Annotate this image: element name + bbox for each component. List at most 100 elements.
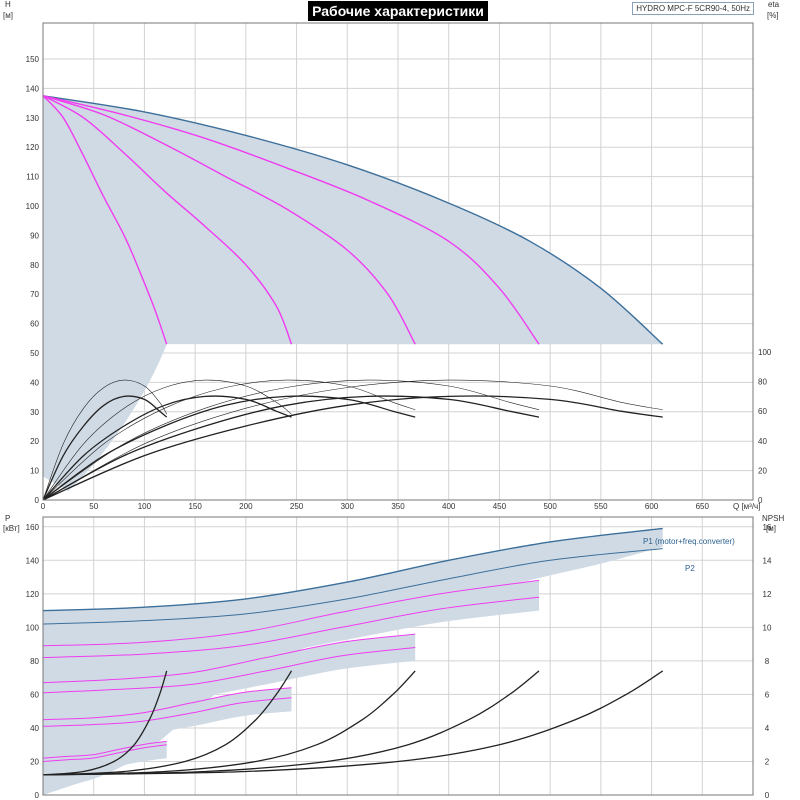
efficiency-curve: [42, 395, 416, 501]
head-envelope-area: [43, 95, 663, 492]
y-tick-label-p: 40: [30, 724, 39, 733]
y-tick-label-h: 150: [26, 55, 40, 64]
y-tick-label-p: 160: [26, 523, 40, 532]
y-tick-label-h: 10: [30, 467, 39, 476]
efficiency-curve: [42, 395, 292, 501]
efficiency-curve: [42, 379, 167, 501]
y-tick-label-p: 60: [30, 690, 39, 699]
y-tick-label-npsh: 6: [765, 690, 770, 699]
npsh-curve: [42, 670, 416, 776]
y-tick-label-h: 60: [30, 320, 39, 329]
power-stage-curve: [42, 579, 540, 647]
x-tick-label: 50: [89, 502, 98, 511]
efficiency-curve: [42, 379, 292, 501]
y-axis-name-h: H: [5, 0, 11, 9]
power-axes: 0 20 40 60 80 100 120 140 160 0 2 4 6 8 10 12 14 16: [26, 516, 772, 800]
head-curves: [42, 95, 540, 345]
efficiency-curve: [42, 395, 540, 501]
y-axis-unit-eta: [%]: [767, 11, 779, 20]
x-tick-label: 0: [41, 502, 46, 511]
head-curve: [42, 95, 168, 345]
x-tick-label: 600: [645, 502, 659, 511]
legend-p1: P1 (motor+freq.converter): [643, 537, 735, 546]
chart-title: Рабочие характеристики: [308, 1, 488, 21]
power-stage-curve: [42, 647, 416, 694]
power-stage-curve: [42, 744, 167, 762]
y-tick-label-p: 0: [35, 791, 40, 800]
max-head-curve: [42, 95, 664, 345]
y-tick-label-npsh: 2: [765, 757, 770, 766]
head-curve: [42, 95, 293, 345]
y-tick-label-h: 80: [30, 261, 39, 270]
power-curve-p1: [42, 527, 663, 612]
y-tick-label-h: 120: [26, 143, 40, 152]
y-tick-label-eta: 80: [758, 378, 767, 387]
efficiency-curves: [42, 379, 663, 501]
y-tick-label-eta: 0: [758, 496, 763, 505]
y-tick-label-npsh: 10: [763, 623, 772, 632]
efficiency-curve: [42, 379, 540, 501]
y-tick-label-p: 80: [30, 657, 39, 666]
y-tick-label-h: 140: [26, 84, 40, 93]
npsh-curves: [42, 670, 664, 776]
y-tick-label-npsh: 4: [765, 724, 770, 733]
npsh-curve: [42, 670, 540, 776]
head-axes: 0 10 20 30 40 50 60 70 80 90 100 110 120 130 140 150 0 20…: [26, 22, 772, 511]
y-axis-name-p: P: [5, 514, 10, 523]
legend-p2: P2: [685, 564, 695, 573]
x-tick-label: 650: [696, 502, 710, 511]
y-tick-label-npsh: 14: [763, 556, 772, 565]
y-tick-label-eta: 60: [758, 407, 767, 416]
y-tick-label-h: 90: [30, 231, 39, 240]
x-tick-label: 100: [138, 502, 152, 511]
x-tick-label: 500: [543, 502, 557, 511]
y-tick-label-h: 20: [30, 437, 39, 446]
power-stage-curve: [42, 740, 167, 759]
power-stage-band: [43, 687, 292, 740]
npsh-curve: [42, 670, 293, 776]
y-tick-label-h: 50: [30, 349, 39, 358]
y-tick-label-npsh: 8: [765, 657, 770, 666]
y-tick-label-p: 140: [26, 556, 40, 565]
x-tick-label: 400: [442, 502, 456, 511]
y-axis-name-npsh: NPSH: [762, 514, 784, 523]
x-tick-label: 300: [341, 502, 355, 511]
y-tick-label-npsh: 0: [765, 791, 770, 800]
y-tick-label-eta: 40: [758, 437, 767, 446]
power-curves: [42, 527, 663, 762]
x-tick-label: 450: [493, 502, 507, 511]
model-label: HYDRO MPC-F 5CR90-4, 50Hz: [632, 2, 754, 15]
y-tick-label-p: 120: [26, 590, 40, 599]
y-tick-label-h: 0: [35, 496, 40, 505]
y-tick-label-eta: 20: [758, 466, 767, 475]
x-tick-label: 550: [594, 502, 608, 511]
power-stage-curve: [42, 697, 292, 727]
y-tick-label-p: 20: [30, 757, 39, 766]
power-stage-curve: [42, 633, 416, 684]
x-axis-label: Q [м³/ч]: [733, 502, 760, 511]
power-plot-frame: [42, 516, 754, 796]
efficiency-curve: [42, 379, 663, 501]
y-tick-label-h: 100: [26, 202, 40, 211]
efficiency-curve: [42, 395, 168, 501]
power-stage-curve: [42, 687, 292, 721]
x-tick-label: 350: [391, 502, 405, 511]
x-tick-label: 250: [290, 502, 304, 511]
x-tick-label: 150: [188, 502, 202, 511]
npsh-curve: [42, 670, 664, 776]
head-curve: [42, 95, 540, 345]
head-plot-frame: [42, 22, 754, 501]
y-tick-label-p: 100: [26, 623, 40, 632]
y-tick-label-h: 70: [30, 290, 39, 299]
power-curve-p2: [42, 548, 663, 625]
x-tick-label: 200: [239, 502, 253, 511]
npsh-curve: [42, 670, 168, 776]
y-tick-label-eta: 100: [758, 348, 772, 357]
y-tick-label-h: 30: [30, 408, 39, 417]
y-axis-unit-p: [кВт]: [3, 524, 20, 533]
y-axis-unit-h: [м]: [3, 11, 13, 20]
y-tick-label-h: 130: [26, 114, 40, 123]
power-stage-band: [43, 580, 539, 671]
y-axis-unit-npsh: [м]: [766, 524, 776, 533]
y-tick-label-h: 110: [26, 173, 39, 182]
